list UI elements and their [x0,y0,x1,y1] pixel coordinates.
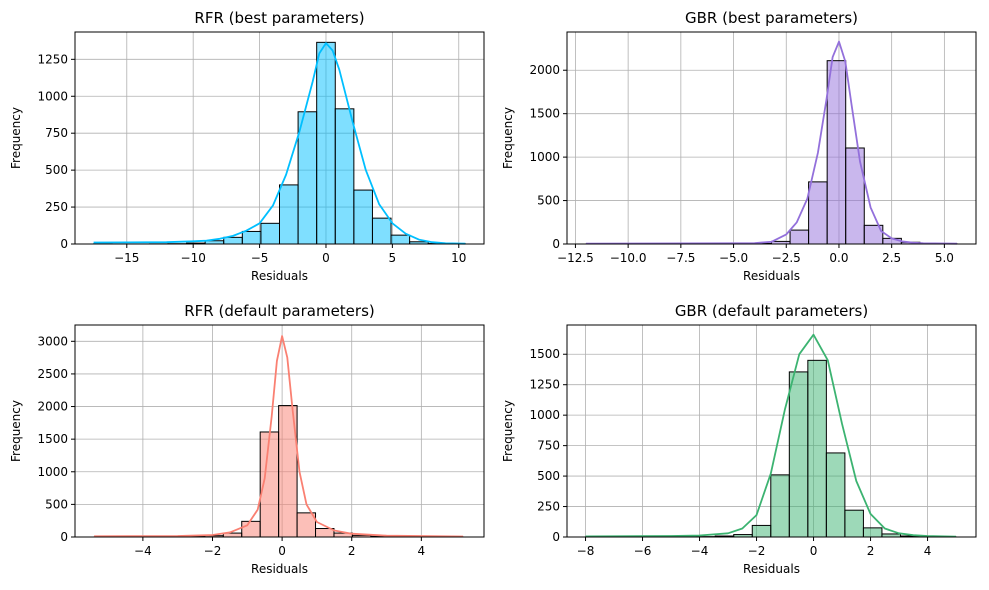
y-tick-label: 2000 [37,400,68,414]
x-axis-label: Residuals [743,562,800,576]
histogram-bar [224,237,243,244]
x-tick-label: 2 [348,544,356,558]
subplot-3: −8 −6 −4 −2 0 2 4 0 250 500 750 1000 1250 1500 GBR (de… [501,302,976,576]
y-tick-label: 250 [537,500,560,514]
y-tick-label: 1000 [529,150,560,164]
chart-title: RFR (best parameters) [194,9,364,27]
histogram-bar [789,372,808,537]
y-tick-label: 750 [537,439,560,453]
y-tick-label: 1250 [529,378,560,392]
histogram-bar [242,521,260,537]
histogram-bar [280,185,299,244]
histogram-bar [298,112,317,244]
histogram-bar [372,218,391,244]
x-tick-label: 0 [278,544,286,558]
histogram-bar [846,148,865,244]
subplot-1: −12.5 −10.0 −7.5 −5.0 −2.5 0.0 2.5 5.0 0 500 1000 1… [501,9,976,283]
y-tick-label: 0 [60,237,68,251]
y-tick-label: 500 [537,469,560,483]
histogram-bar [354,190,373,244]
chart-title: GBR (best parameters) [685,9,858,27]
y-tick-label: 2000 [529,63,560,77]
x-tick-label: −5.0 [719,251,748,265]
y-tick-label: 1250 [37,52,68,66]
histogram-bar [827,61,846,244]
x-tick-label: −6 [634,544,652,558]
x-tick-label: −4 [691,544,709,558]
x-tick-label: −4 [134,544,152,558]
y-tick-label: 1000 [529,408,560,422]
x-tick-label: −10.0 [610,251,647,265]
x-axis-label: Residuals [743,269,800,283]
x-tick-label: 4 [418,544,426,558]
y-tick-label: 500 [45,163,68,177]
histogram-bar [317,42,336,244]
histogram-bar [335,109,354,244]
x-tick-label: −2.5 [772,251,801,265]
x-tick-label: −5 [251,251,269,265]
x-axis-label: Residuals [251,562,308,576]
chart-title: GBR (default parameters) [675,302,868,320]
x-tick-label: 2.5 [882,251,901,265]
y-axis-label: Frequency [9,107,23,169]
x-tick-label: −2 [204,544,222,558]
y-tick-label: 500 [537,194,560,208]
y-axis-label: Frequency [501,400,515,462]
x-tick-label: −15 [114,251,139,265]
x-tick-label: 0 [810,544,818,558]
y-axis-label: Frequency [501,107,515,169]
chart-title: RFR (default parameters) [184,302,375,320]
histogram-bar [790,230,809,244]
x-tick-label: 0.0 [829,251,848,265]
y-tick-label: 0 [552,237,560,251]
y-tick-label: 1000 [37,89,68,103]
histogram-bar [242,231,261,244]
y-tick-label: 500 [45,497,68,511]
x-tick-label: 5.0 [935,251,954,265]
y-tick-label: 250 [45,200,68,214]
x-tick-label: −10 [181,251,206,265]
x-tick-label: −8 [577,544,595,558]
histogram-bar [863,528,882,537]
x-tick-label: −2 [748,544,766,558]
x-tick-label: −12.5 [557,251,594,265]
y-axis-label: Frequency [9,400,23,462]
subplot-0: −15 −10 −5 0 5 10 0 250 500 750 1000 1250 RFR (best … [9,9,484,283]
y-tick-label: 1000 [37,465,68,479]
y-tick-label: 1500 [37,432,68,446]
x-tick-label: −7.5 [666,251,695,265]
x-tick-label: 0 [322,251,330,265]
x-axis-label: Residuals [251,269,308,283]
histogram-bar [826,453,845,537]
y-tick-label: 1500 [529,347,560,361]
histogram-bar [809,182,828,244]
y-tick-label: 0 [552,530,560,544]
x-tick-label: 4 [924,544,932,558]
y-tick-label: 750 [45,126,68,140]
histogram-bar [808,360,827,537]
x-tick-label: 2 [867,544,875,558]
histogram-bar [845,510,864,537]
x-tick-label: 10 [451,251,466,265]
y-tick-label: 1500 [529,107,560,121]
histogram-bar [771,475,790,537]
histogram-bar [752,525,771,537]
kde-line [586,42,957,244]
histogram-bar [391,235,410,244]
histogram-bar [261,223,280,244]
subplot-2: −4 −2 0 2 4 0 500 1000 1500 2000 2500 3000 RFR (defa… [9,302,484,576]
y-tick-label: 3000 [37,334,68,348]
y-tick-label: 0 [60,530,68,544]
y-tick-label: 2500 [37,367,68,381]
x-tick-label: 5 [389,251,397,265]
